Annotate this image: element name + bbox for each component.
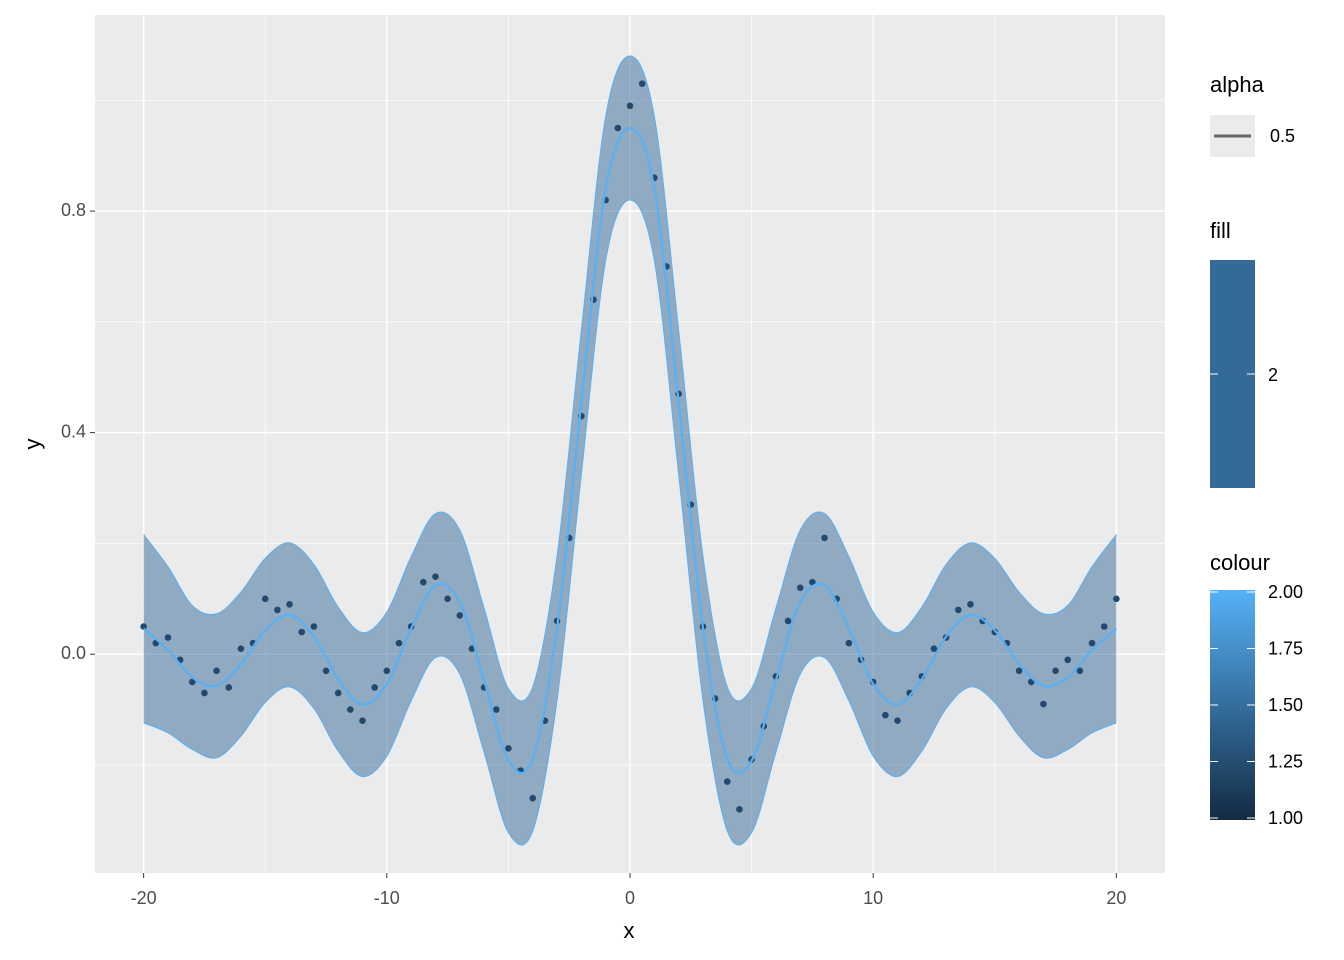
point [492,706,500,713]
point [395,639,403,647]
x-tick-label: 10 [863,888,883,908]
x-tick-label: -10 [374,888,400,908]
legend-label: 1.75 [1268,638,1303,658]
y-tick-label: 0.8 [61,200,86,220]
legend-label: 1.25 [1268,751,1303,771]
point [432,573,439,580]
x-tick-label: -20 [131,888,157,908]
point [298,628,306,636]
point [140,623,147,630]
point [261,595,269,603]
ribbon-lower [143,199,1117,846]
point [322,667,330,675]
legend-title: fill [1210,218,1231,243]
y-tick-label: 0.0 [61,643,86,663]
point [371,684,378,691]
point [626,102,634,110]
ribbon [143,55,1117,846]
point [286,601,293,608]
point [736,806,743,813]
point [274,606,281,614]
point [954,606,962,614]
point [1040,700,1047,708]
x-axis-title: x [624,918,635,943]
point [164,634,172,641]
point [225,684,233,691]
point [1100,623,1108,630]
point [784,617,792,625]
point [444,595,451,603]
legend-label: 0.5 [1270,126,1295,146]
point [1015,667,1023,675]
point [456,612,464,619]
x-tick-label: 20 [1106,888,1126,908]
point [310,623,318,630]
point [347,706,354,713]
legend-label: 1.00 [1268,808,1303,828]
point [796,584,804,592]
ribbon-upper [143,55,1117,702]
point [529,794,537,802]
point [638,80,646,87]
point [505,745,512,752]
point [359,717,366,724]
point [1076,667,1084,675]
point [1064,656,1072,664]
point [845,639,853,647]
legend-title: colour [1210,550,1270,575]
point [213,667,220,675]
point [1113,595,1120,603]
point [419,578,427,586]
point [930,645,938,652]
legend-title: alpha [1210,72,1265,97]
point [882,711,889,719]
point [383,667,391,675]
x-tick-label: 0 [625,888,635,908]
legend-label: 1.50 [1268,695,1303,715]
legend-label: 2 [1268,365,1278,385]
point [1052,667,1059,675]
point [809,578,816,586]
point [723,778,731,785]
point [894,717,901,724]
point [334,689,342,697]
smooth-line [142,126,1118,775]
y-tick-label: 0.4 [61,421,86,441]
point [237,645,245,652]
point [1088,639,1096,647]
y-axis-title: y [20,439,45,450]
point [188,678,196,686]
legend-label: 2.00 [1268,582,1303,602]
point [614,124,622,132]
point [201,689,208,697]
point [821,534,828,542]
point [967,601,974,608]
